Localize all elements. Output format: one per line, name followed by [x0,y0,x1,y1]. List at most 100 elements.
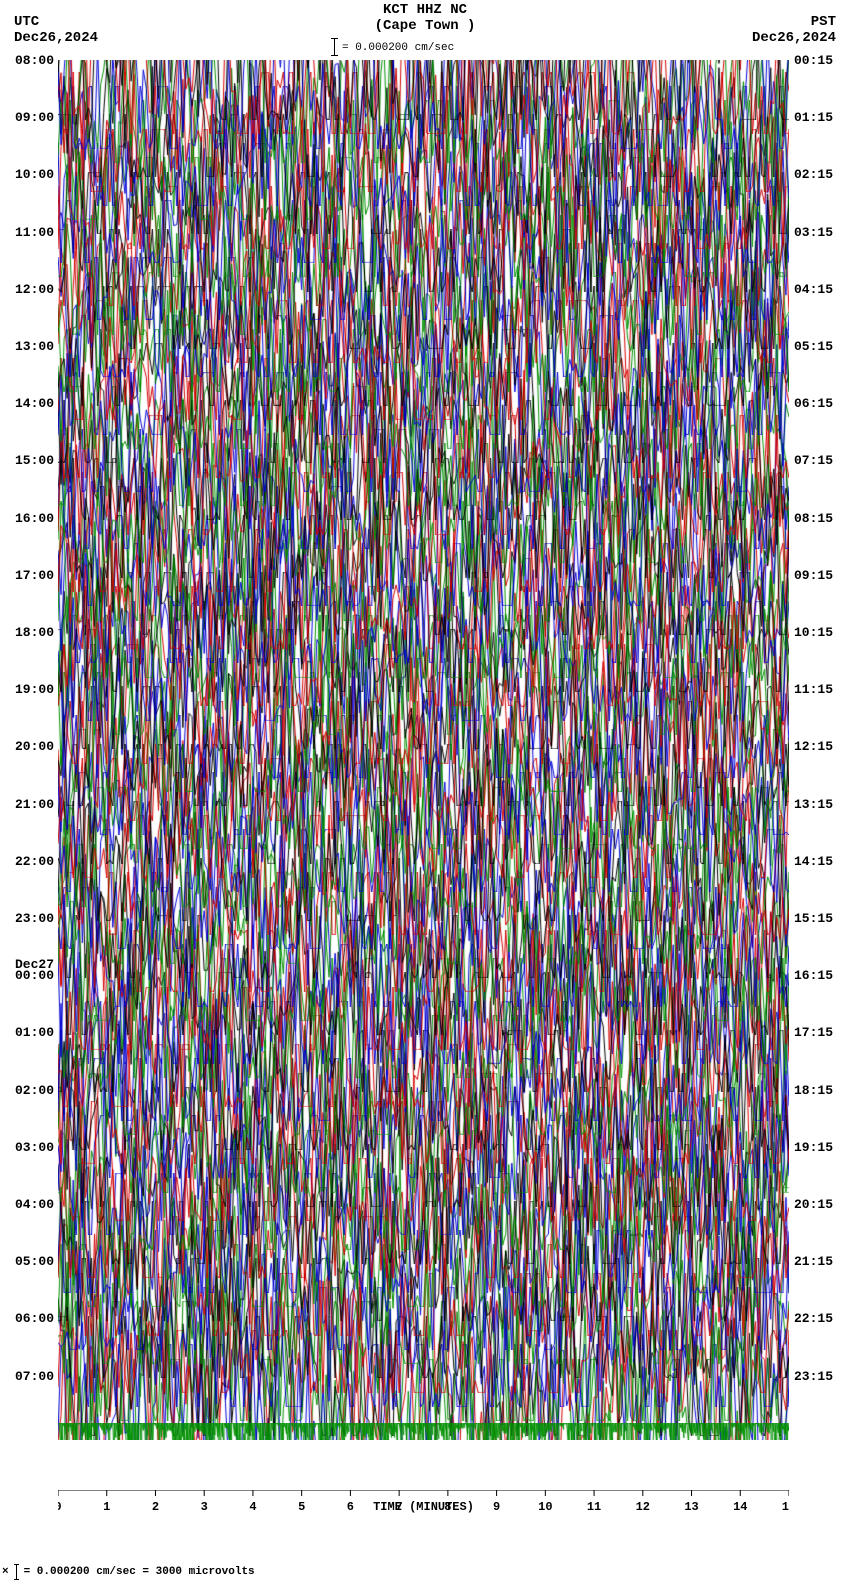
pst-time-label: 05:15 [794,339,833,354]
seismic-trace [58,715,789,835]
footer-prefix: × [2,1566,9,1578]
seismic-trace [58,1244,789,1364]
svg-text:10: 10 [538,1500,552,1514]
pst-time-label: 19:15 [794,1140,833,1155]
right-tz: PST [811,14,836,30]
seismic-trace [58,1130,789,1250]
svg-text:5: 5 [298,1500,305,1514]
seismic-trace [58,372,789,492]
seismic-trace [58,1101,789,1221]
pst-time-label: 00:15 [794,53,833,68]
seismic-trace [58,1144,789,1264]
utc-time-label: 02:00 [15,1083,54,1098]
seismic-trace [58,1058,789,1178]
scale-label: = 0.000200 cm/sec [342,42,454,54]
utc-labels: 08:0009:0010:0011:0012:0013:0014:0015:00… [0,60,56,1440]
pst-time-label: 07:15 [794,453,833,468]
seismic-trace [58,958,789,1078]
svg-text:4: 4 [249,1500,256,1514]
seismic-trace [58,543,789,663]
seismic-trace [58,200,789,320]
seismic-trace [58,86,789,206]
svg-text:0: 0 [58,1500,62,1514]
seismic-trace [58,1030,789,1150]
svg-text:3: 3 [201,1500,208,1514]
seismic-trace [58,1073,789,1193]
pst-time-label: 09:15 [794,568,833,583]
seismic-trace [58,443,789,563]
utc-time-label: 23:00 [15,911,54,926]
seismic-trace [58,787,789,907]
svg-text:12: 12 [636,1500,650,1514]
header: UTC Dec26,2024 KCT HHZ NC (Cape Town ) =… [0,0,850,60]
seismic-trace [58,143,789,263]
seismic-trace [58,615,789,735]
seismic-trace [58,672,789,792]
seismic-trace [58,772,789,892]
seismic-trace [58,1258,789,1378]
seismic-trace [58,114,789,234]
utc-time-label: 01:00 [15,1025,54,1040]
seismic-trace [58,229,789,349]
utc-time-label: 09:00 [15,110,54,125]
seismic-trace [58,358,789,478]
svg-text:2: 2 [152,1500,159,1514]
svg-text:TIME (MINUTES): TIME (MINUTES) [373,1500,474,1514]
seismic-trace [58,944,789,1064]
seismic-trace [58,758,789,878]
seismic-trace [58,658,789,778]
utc-time-label: 04:00 [15,1197,54,1212]
seismic-trace [58,501,789,621]
seismic-trace [58,129,789,249]
svg-text:1: 1 [103,1500,110,1514]
seismic-trace [58,729,789,849]
seismic-trace [58,844,789,964]
seismic-trace [58,1301,789,1421]
utc-time-label: 16:00 [15,511,54,526]
seismic-trace [58,72,789,192]
seismic-trace [58,386,789,506]
utc-time-label: 11:00 [15,225,54,240]
footer-text: = 0.000200 cm/sec = 3000 microvolts [24,1566,255,1578]
seismic-trace [58,315,789,435]
utc-time-label: 15:00 [15,453,54,468]
utc-time-label: 03:00 [15,1140,54,1155]
seismic-trace [58,558,789,678]
seismic-trace [58,186,789,306]
seismic-trace [58,586,789,706]
pst-time-label: 14:15 [794,854,833,869]
seismic-trace [58,887,789,1007]
pst-time-label: 21:15 [794,1254,833,1269]
utc-time-label: 07:00 [15,1369,54,1384]
seismic-trace [58,60,789,120]
svg-text:14: 14 [733,1500,747,1514]
pst-time-label: 08:15 [794,511,833,526]
seismic-trace [58,629,789,749]
seismic-trace [58,1015,789,1135]
utc-time-label: 17:00 [15,568,54,583]
x-axis: 0123456789101112131415TIME (MINUTES) [58,1440,789,1550]
svg-text:11: 11 [587,1500,601,1514]
pst-time-label: 22:15 [794,1311,833,1326]
seismic-trace [58,1115,789,1235]
seismic-trace [58,872,789,992]
pst-time-label: 04:15 [794,282,833,297]
utc-time-label: 00:00 [15,968,54,983]
seismic-trace [58,1316,789,1436]
seismic-trace [58,1187,789,1307]
svg-text:13: 13 [684,1500,698,1514]
seismic-trace [58,1044,789,1164]
pst-time-label: 03:15 [794,225,833,240]
seismic-trace [58,415,789,535]
seismic-trace [58,1201,789,1321]
scale-bar-icon [334,38,335,56]
seismic-trace [58,1158,789,1278]
pst-time-label: 15:15 [794,911,833,926]
seismic-trace [58,1287,789,1407]
pst-time-label: 17:15 [794,1025,833,1040]
svg-text:9: 9 [493,1500,500,1514]
seismic-trace [58,1001,789,1121]
station-code: KCT HHZ NC [383,2,467,18]
seismic-trace [58,100,789,220]
seismic-trace [58,1173,789,1293]
